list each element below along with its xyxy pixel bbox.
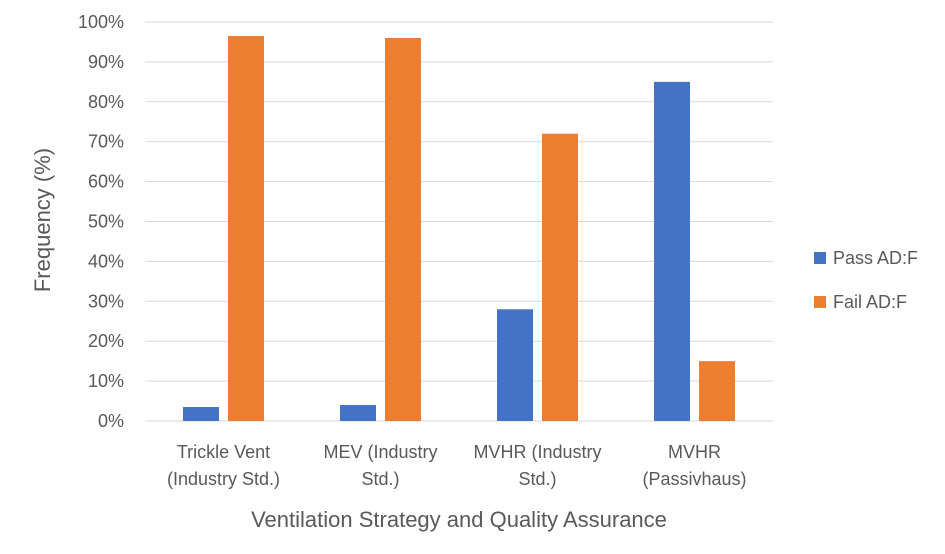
x-axis-ticks: Trickle Vent (Industry Std.) MEV (Industry… <box>167 442 747 489</box>
y-tick-label: 10% <box>88 371 124 391</box>
x-tick-label: MVHR (Industry Std.) <box>473 442 601 489</box>
bar-pass <box>340 405 376 421</box>
bar-fail <box>699 361 735 421</box>
bar-fail <box>542 133 578 421</box>
bar-pass <box>183 407 219 421</box>
legend-label: Fail AD:F <box>833 292 907 312</box>
y-tick-label: 80% <box>88 92 124 112</box>
legend-swatch <box>814 296 826 308</box>
x-tick-label: Trickle Vent (Industry Std.) <box>167 442 280 489</box>
y-tick-label: 100% <box>78 12 124 32</box>
y-axis-title: Frequency (%) <box>30 148 55 292</box>
x-tick-label: MEV (Industry Std.) <box>323 442 437 489</box>
legend-label: Pass AD:F <box>833 248 918 268</box>
x-tick-label: MVHR (Passivhaus) <box>642 442 746 489</box>
y-tick-label: 40% <box>88 251 124 271</box>
y-tick-label: 70% <box>88 132 124 152</box>
y-tick-label: 0% <box>98 411 124 431</box>
y-tick-label: 60% <box>88 172 124 192</box>
y-tick-label: 30% <box>88 291 124 311</box>
bar-fail <box>228 35 264 422</box>
y-tick-label: 20% <box>88 331 124 351</box>
legend: Pass AD:F Fail AD:F <box>814 248 918 312</box>
y-axis-ticks: 0% 10% 20% 30% 40% 50% 60% 70% 80% 90% 100% <box>78 12 124 431</box>
bar-pass <box>497 309 533 421</box>
bar-fail <box>385 37 421 422</box>
y-tick-label: 50% <box>88 212 124 232</box>
bars <box>183 35 735 422</box>
x-axis-title: Ventilation Strategy and Quality Assuran… <box>251 507 667 532</box>
y-tick-label: 90% <box>88 52 124 72</box>
bar-pass <box>654 81 690 421</box>
legend-swatch <box>814 252 826 264</box>
